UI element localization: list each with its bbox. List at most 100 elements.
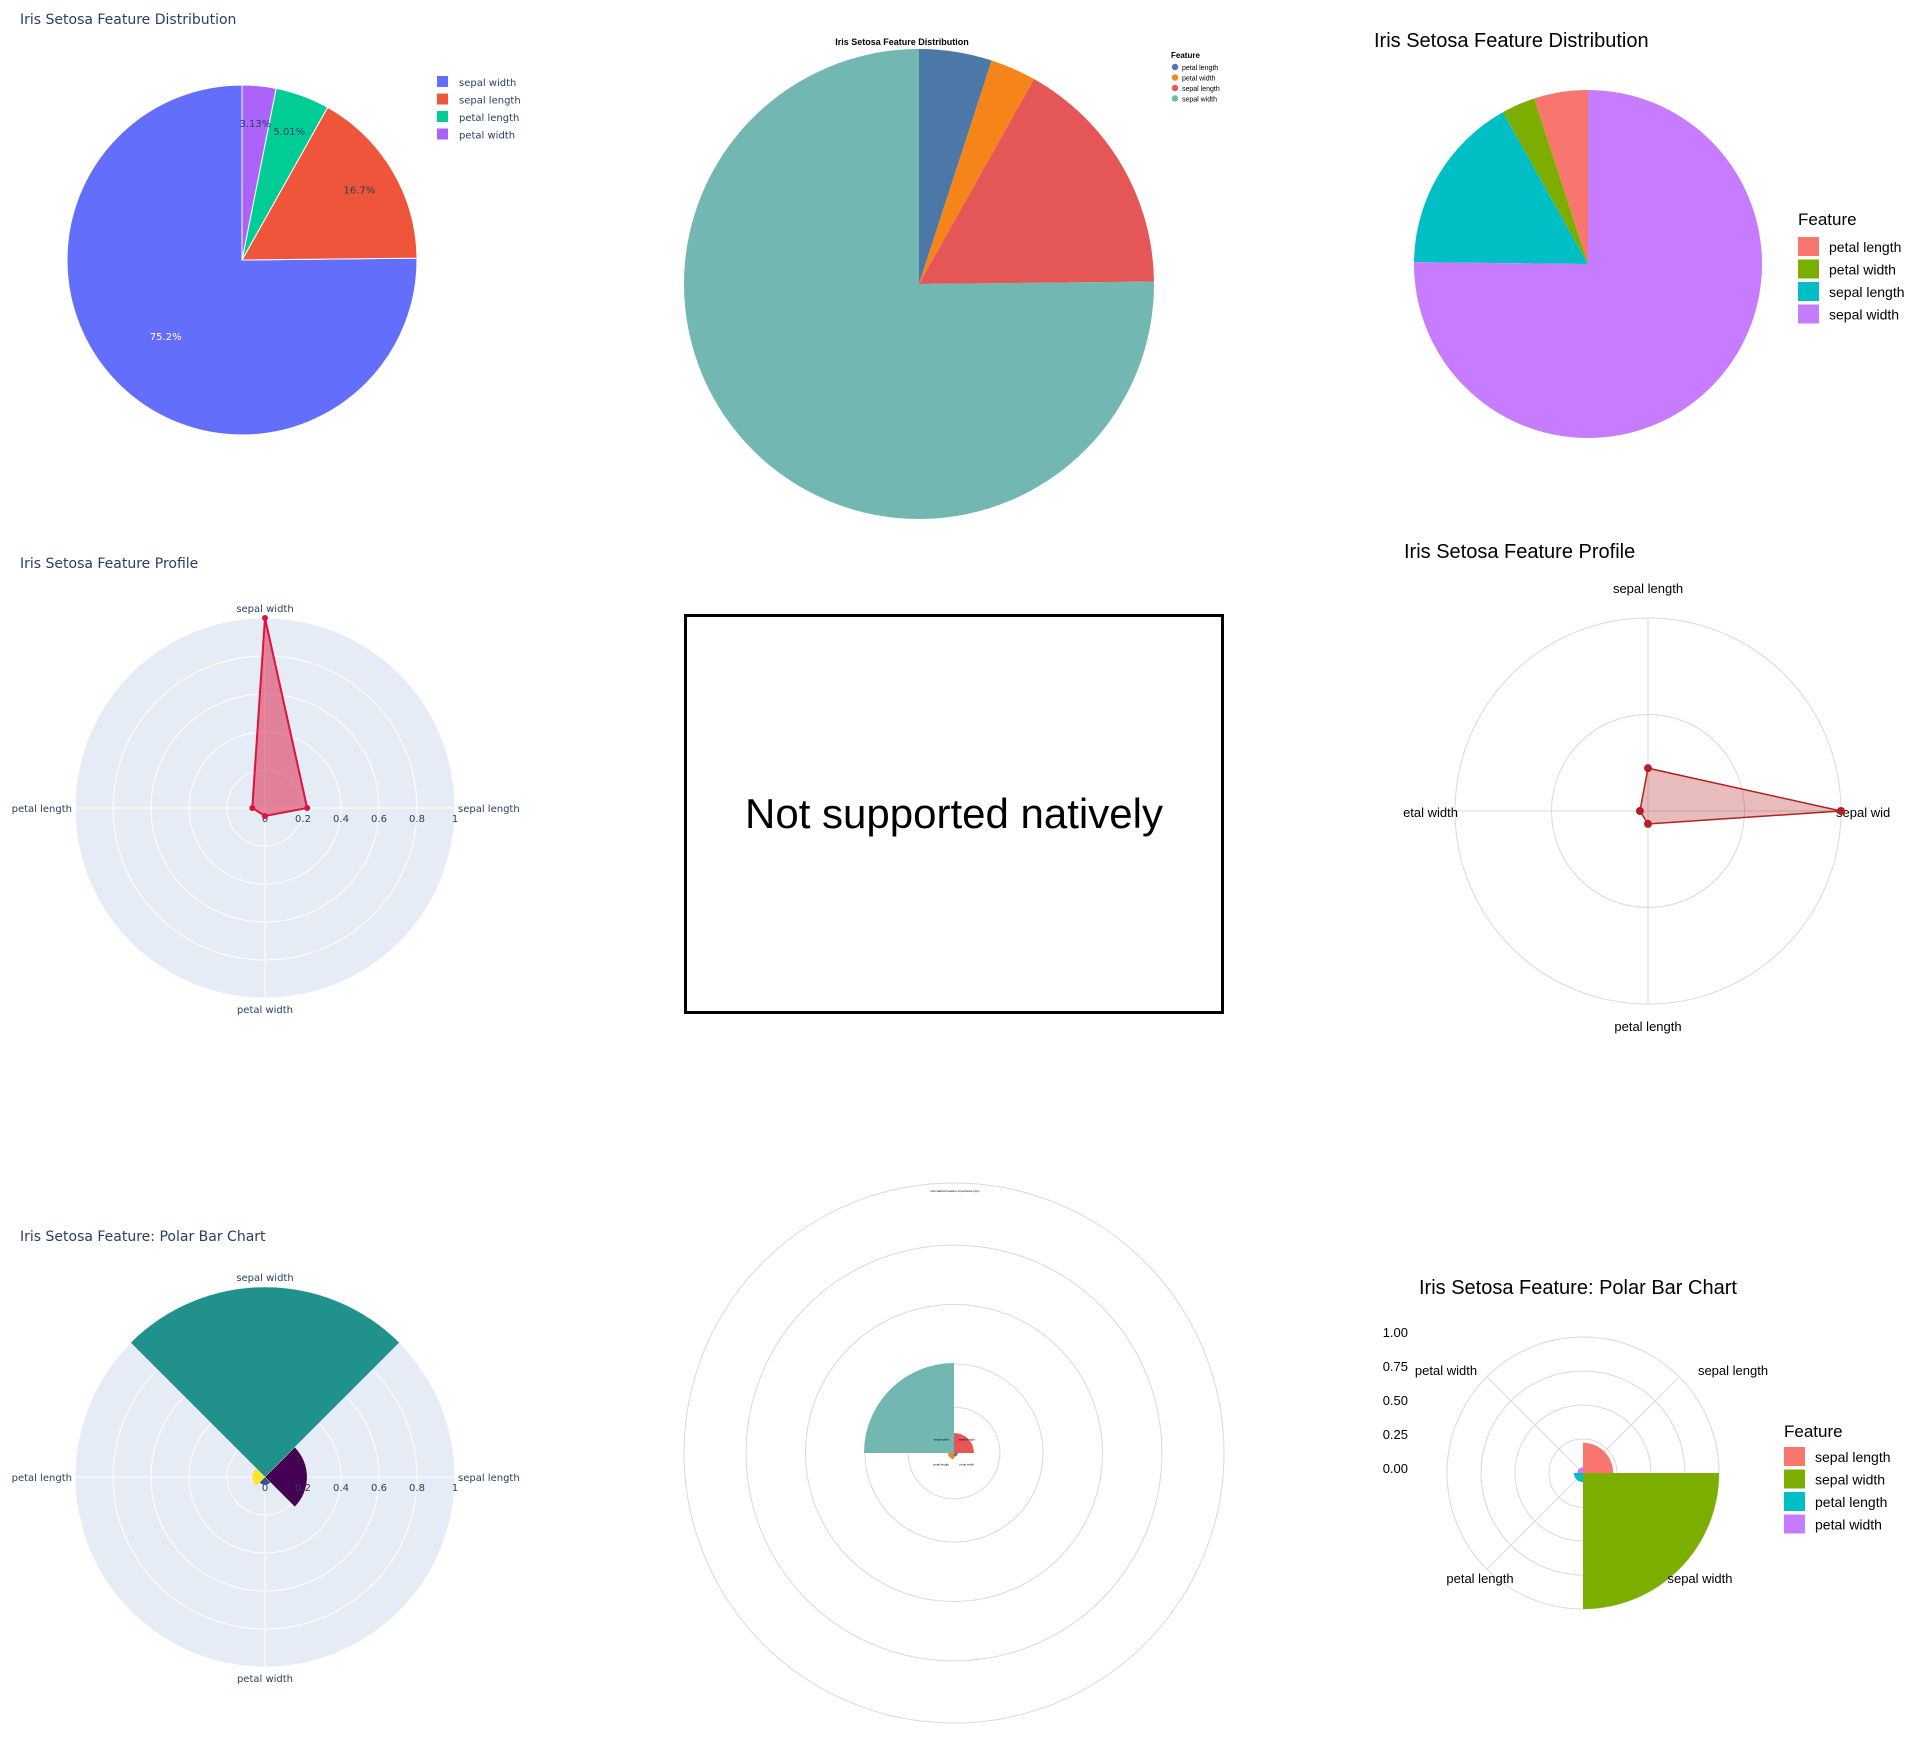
chart-title: Iris Setosa Feature: Polar Bar Chart	[1419, 1277, 1737, 1299]
chart-title: Iris Setosa Feature Profile	[20, 556, 198, 572]
angular-axis-label: petal length	[12, 1473, 72, 1484]
angular-axis-label: petal length	[1446, 1571, 1513, 1586]
legend-title: Feature	[1798, 210, 1857, 229]
pie-plot	[684, 49, 1154, 520]
pie-slice	[1502, 98, 1588, 264]
legend-swatch	[437, 128, 448, 140]
pie-slice	[1534, 90, 1588, 264]
polar-bar-plot: 1.00 0.75 0.50 0.25 0.00 sepal length sepal wi…	[1383, 1325, 1768, 1610]
angular-axis-label: sepal width	[934, 1437, 949, 1441]
chart-title: Iris Setosa Feature: Polar Bar Chart	[20, 1229, 266, 1245]
pie-plot	[1414, 90, 1762, 438]
y-tick-label: 0.25	[1383, 1427, 1408, 1442]
legend-symbol	[1171, 74, 1179, 81]
radial-gridline	[805, 1304, 1103, 1602]
legend-title: Feature	[1784, 1422, 1843, 1441]
polar-bar	[259, 1476, 271, 1486]
radar-point	[1837, 807, 1845, 815]
legend: sepal width sepal length petal length petal…	[437, 76, 521, 142]
legend-label: sepal width	[1829, 307, 1899, 323]
legend-symbol	[1171, 95, 1179, 102]
pie-slice	[684, 49, 1154, 520]
radar-point	[262, 812, 268, 819]
radial-tick-label: 0.4	[333, 1483, 349, 1494]
angular-axis-label: petal length	[1614, 1019, 1681, 1034]
polar-bar-plot: sepal length petal width petal length sepal…	[683, 1182, 1225, 1724]
chart-pie-ggplot: Iris Setosa Feature Distribution Feature…	[1374, 30, 1905, 438]
angular-axis-label: sepal length	[458, 1473, 520, 1484]
chart-radar-plotly: Iris Setosa Feature Profile 0 0.2 0.4 0.6 0.…	[12, 556, 520, 1016]
chart-title: Iris Setosa Feature Distribution	[20, 12, 236, 28]
data-label: 3.13%	[240, 119, 272, 130]
angular-axis-label: petal width	[1415, 1363, 1477, 1378]
legend-label: petal length	[1182, 65, 1218, 72]
chart-title: Normalized Feature Importance (Iris)	[930, 1189, 979, 1193]
unsupported-message: Not supported natively	[745, 790, 1163, 837]
radial-tick-label: 0.8	[409, 1483, 425, 1494]
legend-label: petal length	[1829, 239, 1901, 255]
legend-label: petal width	[1815, 1517, 1882, 1533]
legend-swatch	[437, 111, 448, 122]
radial-gridline	[745, 1244, 1163, 1662]
y-tick-label: 0.50	[1383, 1393, 1408, 1408]
radial-gridline	[683, 1182, 1225, 1724]
angular-gridline	[1486, 1472, 1584, 1570]
legend: petal length petal width sepal length sepal…	[1798, 237, 1905, 324]
legend-swatch	[437, 93, 448, 105]
legend-label: sepal width	[459, 78, 516, 89]
legend-swatch	[1798, 237, 1819, 256]
y-tick-label: 1.00	[1383, 1325, 1408, 1340]
angular-axis-label: etal width	[1403, 805, 1458, 820]
radial-tick-label: 0.2	[295, 814, 311, 825]
legend-label: petal width	[1829, 262, 1896, 278]
polar-bar	[264, 1446, 308, 1508]
angular-axis-label: petal width	[237, 1005, 293, 1016]
polar-bar	[1577, 1467, 1583, 1473]
radial-tick-label: 0	[262, 814, 268, 825]
pie-slice	[241, 84, 277, 261]
chart-title: Iris Setosa Feature Distribution	[835, 37, 969, 47]
angular-axis-label: petal length	[12, 804, 72, 815]
angular-axis-label: sepal width	[236, 604, 293, 615]
radar-point	[249, 805, 256, 811]
angular-gridline	[1486, 1376, 1584, 1474]
polar-bar	[252, 1467, 266, 1487]
polar-bar	[947, 1453, 954, 1460]
legend: sepal length sepal width petal length petal…	[1784, 1447, 1891, 1534]
legend-swatch	[1784, 1469, 1805, 1489]
legend-label: sepal width	[1182, 97, 1217, 104]
pie-slice	[241, 106, 418, 261]
polar-bar	[1583, 1473, 1719, 1609]
legend-label: sepal width	[1815, 1472, 1885, 1488]
legend-label: sepal length	[459, 96, 521, 107]
legend-label: petal length	[459, 113, 519, 124]
radial-tick-label: 0.4	[333, 814, 349, 825]
radar-plot: sepal wid sepal length etal width petal len…	[1403, 581, 1890, 1034]
radial-tick-label: 0.2	[295, 1483, 311, 1494]
radar-area	[1639, 767, 1842, 825]
radar-point	[262, 615, 268, 621]
legend-label: sepal length	[1815, 1449, 1891, 1465]
chart-polarbar-vega: Normalized Feature Importance (Iris) sep…	[683, 1182, 1225, 1724]
angular-axis-label: sepal wid	[1836, 805, 1890, 820]
radar-point	[304, 805, 311, 811]
angular-axis-label: sepal width	[1667, 1571, 1732, 1586]
radial-tick-label: 0.6	[371, 814, 387, 825]
radial-tick-label: 0.6	[371, 1483, 387, 1494]
radar-point	[1644, 819, 1652, 828]
legend-title: Feature	[1171, 51, 1200, 60]
legend-swatch	[1798, 282, 1819, 301]
chart-title: Iris Setosa Feature Profile	[1404, 541, 1635, 563]
angular-axis-label: sepal length	[458, 804, 520, 815]
polar-bar	[1583, 1442, 1614, 1473]
pie-plot: 75.2% 16.7% 5.01%3.13%	[66, 84, 418, 436]
angular-axis-label: sepal length	[1698, 1363, 1768, 1378]
legend-symbol	[1171, 84, 1179, 92]
chart-radar-matplotlib: Iris Setosa Feature Profile sepal widsep…	[1403, 541, 1890, 1034]
legend-swatch	[1784, 1514, 1805, 1534]
unsupported-placeholder: Not supported natively	[684, 614, 1224, 1014]
legend-label: petal width	[459, 131, 515, 142]
angular-axis-label: petal width	[237, 1674, 293, 1685]
